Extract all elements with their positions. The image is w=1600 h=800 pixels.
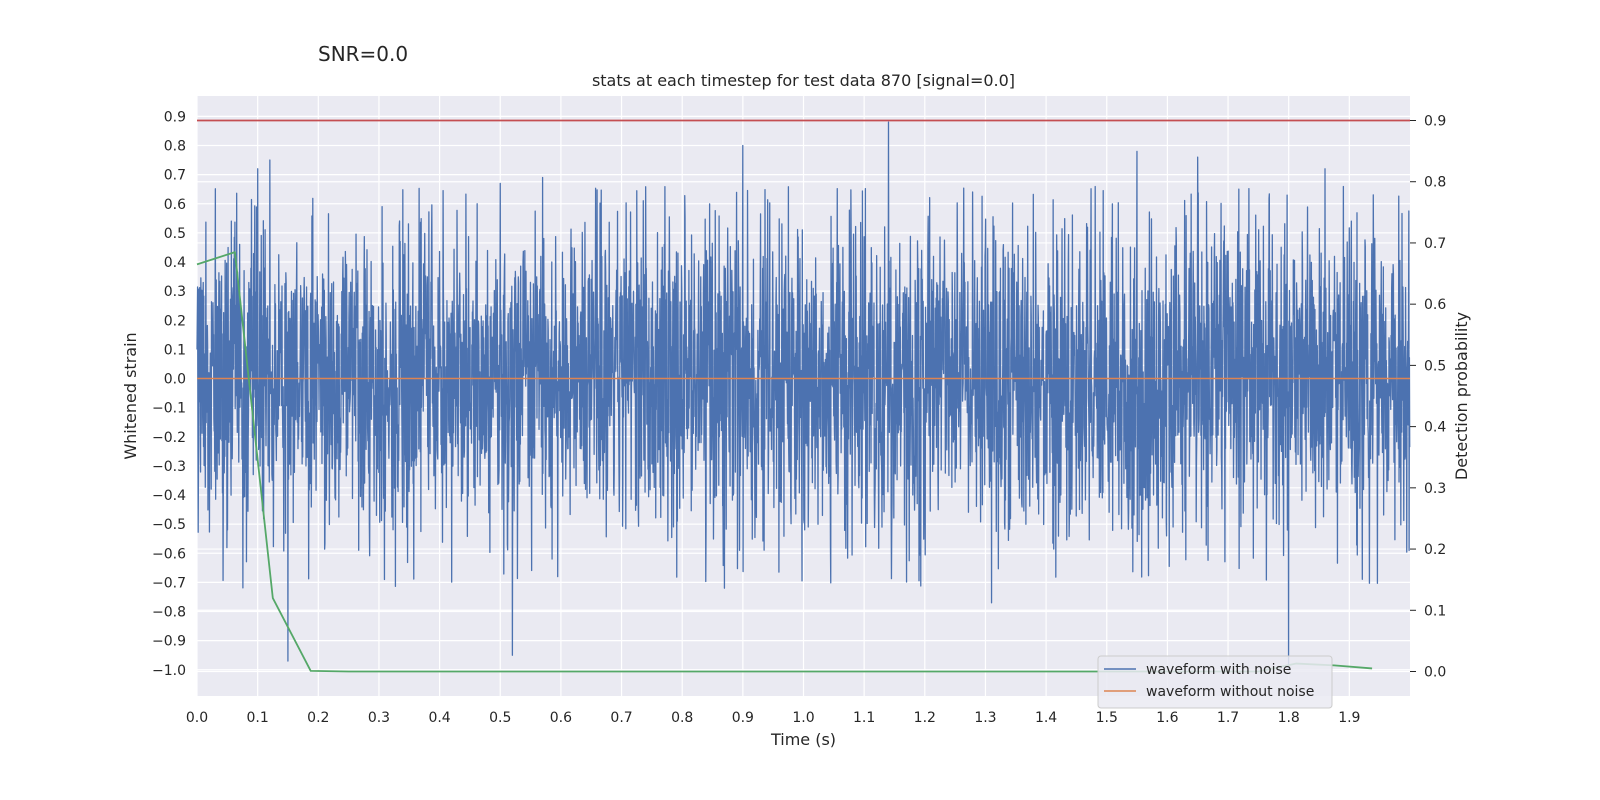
x-tick-label: 1.1 xyxy=(853,710,875,726)
y2-tick-label: 0.0 xyxy=(1424,665,1446,681)
legend-frame xyxy=(1097,655,1333,709)
y-tick-label: 0.2 xyxy=(164,313,186,329)
x-tick-label: 0.4 xyxy=(428,710,450,726)
x-tick-label: 0.8 xyxy=(671,710,693,726)
y-tick-label: −0.8 xyxy=(152,605,186,621)
x-tick-label: 1.3 xyxy=(974,710,996,726)
y2-tick-label: 0.5 xyxy=(1424,358,1446,374)
x-tick-label: 0.9 xyxy=(732,710,754,726)
y-tick-label: −0.7 xyxy=(152,575,186,591)
x-tick-label: 0.6 xyxy=(550,710,572,726)
x-tick-label: 0.5 xyxy=(489,710,511,726)
y2-tick-label: 0.6 xyxy=(1424,297,1446,313)
x-tick-label: 0.1 xyxy=(247,710,269,726)
y-tick-label: 0.5 xyxy=(164,226,186,242)
y-tick-label: 0.1 xyxy=(164,342,186,358)
y2-tick-label: 0.2 xyxy=(1424,542,1446,558)
x-tick-label: 1.5 xyxy=(1096,710,1118,726)
y-tick-label: 0.8 xyxy=(164,139,186,155)
x-tick-label: 0.0 xyxy=(186,710,208,726)
y-axis-ticks: −1.0 −0.9 −0.8 −0.7 −0.6 −0.5 −0.4 −0.3 −0.2 −0.1… xyxy=(152,109,186,678)
y2-tick-label: 0.4 xyxy=(1424,420,1446,436)
y-tick-label: −0.4 xyxy=(152,488,186,504)
y-tick-label: −0.2 xyxy=(152,430,186,446)
y-tick-label: 0.9 xyxy=(164,109,186,125)
y-tick-label: −0.1 xyxy=(152,401,186,417)
y-tick-label: −0.3 xyxy=(152,459,186,475)
y-tick-label: 0.6 xyxy=(164,197,186,213)
y2-tick-label: 0.3 xyxy=(1424,481,1446,497)
x-tick-label: 1.2 xyxy=(914,710,936,726)
legend-label-noise: waveform with noise xyxy=(1146,662,1291,678)
series-layer xyxy=(196,119,1411,673)
x-tick-label: 0.7 xyxy=(610,710,632,726)
y2-tick-label: 0.8 xyxy=(1424,175,1446,191)
x-tick-label: 1.6 xyxy=(1156,710,1178,726)
y2-axis-ticks: 0.0 0.1 0.2 0.3 0.4 0.5 0.6 0.7 0.8 0.9 xyxy=(1410,113,1446,681)
series-waveform-with-noise xyxy=(196,121,1411,671)
x-axis-ticks: 0.0 0.1 0.2 0.3 0.4 0.5 0.6 0.7 0.8 0.9 1.0 1.1 1.2 1… xyxy=(186,710,1361,726)
y2-axis-label: Detection probability xyxy=(1452,312,1471,480)
y2-tick-label: 0.1 xyxy=(1424,603,1446,619)
legend: waveform with noise waveform without noi… xyxy=(1097,655,1333,709)
x-tick-label: 1.9 xyxy=(1338,710,1360,726)
y-tick-label: 0.4 xyxy=(164,255,186,271)
x-tick-label: 1.4 xyxy=(1035,710,1057,726)
y2-tick-label: 0.9 xyxy=(1424,113,1446,129)
x-tick-label: 0.3 xyxy=(368,710,390,726)
y-tick-label: −0.5 xyxy=(152,517,186,533)
y2-tick-label: 0.7 xyxy=(1424,236,1446,252)
y-axis-label: Whitened strain xyxy=(121,332,140,459)
y-tick-label: 0.7 xyxy=(164,168,186,184)
x-tick-label: 1.7 xyxy=(1217,710,1239,726)
y-tick-label: −0.6 xyxy=(152,546,186,562)
y-tick-label: −1.0 xyxy=(152,663,186,679)
x-tick-label: 0.2 xyxy=(307,710,329,726)
y-tick-label: 0.3 xyxy=(164,284,186,300)
x-tick-label: 1.0 xyxy=(792,710,814,726)
y-tick-label: 0.0 xyxy=(164,372,186,388)
legend-label-clean: waveform without noise xyxy=(1146,684,1314,700)
x-tick-label: 1.8 xyxy=(1278,710,1300,726)
figure-suptitle: SNR=0.0 xyxy=(318,42,408,66)
y-tick-label: −0.9 xyxy=(152,634,186,650)
chart-title: stats at each timestep for test data 870… xyxy=(592,71,1015,90)
x-axis-label: Time (s) xyxy=(770,730,836,749)
